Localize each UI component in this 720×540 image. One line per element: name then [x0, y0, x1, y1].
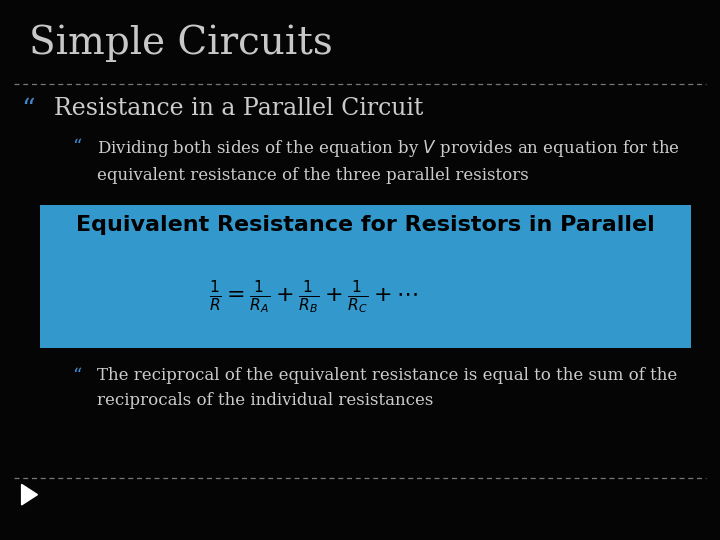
Text: The reciprocal of the equivalent resistance is equal to the sum of the
reciproca: The reciprocal of the equivalent resista…: [97, 367, 678, 409]
Text: Resistance in a Parallel Circuit: Resistance in a Parallel Circuit: [54, 97, 423, 120]
Text: Dividing both sides of the equation by $V$ provides an equation for the
equivale: Dividing both sides of the equation by $…: [97, 138, 680, 184]
Text: Simple Circuits: Simple Circuits: [29, 24, 333, 62]
Text: “: “: [22, 97, 35, 122]
Text: “: “: [72, 367, 81, 385]
Bar: [40, 205, 691, 348]
Polygon shape: [22, 484, 37, 505]
Text: Equivalent Resistance for Resistors in Parallel: Equivalent Resistance for Resistors in P…: [76, 215, 654, 235]
Text: $\frac{1}{R} = \frac{1}{R_A} + \frac{1}{R_B} + \frac{1}{R_C} + \cdots$: $\frac{1}{R} = \frac{1}{R_A} + \frac{1}{…: [209, 278, 418, 316]
Text: “: “: [72, 138, 81, 156]
